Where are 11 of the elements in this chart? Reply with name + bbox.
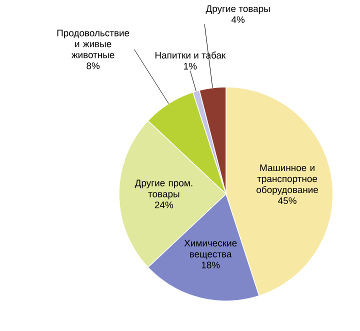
slice-label: Химические вещества xyxy=(184,240,237,260)
data-label: 8% xyxy=(86,62,100,70)
slice-label: Продовольствие и живые животные xyxy=(57,30,130,58)
data-label: 4% xyxy=(231,16,245,23)
slice-label: Другие пром. товары xyxy=(134,180,192,200)
data-label: 45% xyxy=(278,197,296,204)
slice-label: Машинное и транспортное оборудование xyxy=(256,164,318,195)
data-label: 1% xyxy=(184,62,197,70)
data-label: 24% xyxy=(154,202,174,208)
data-label: 18% xyxy=(202,262,220,268)
slice-label: Другие товары xyxy=(206,5,270,14)
